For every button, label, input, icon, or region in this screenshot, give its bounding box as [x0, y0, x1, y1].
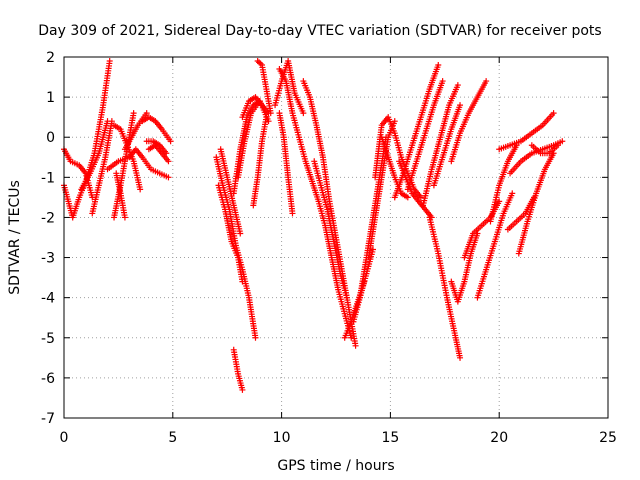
series-arc-16 [230, 346, 246, 393]
y-tick-label: -7 [41, 411, 55, 427]
data-point [352, 342, 359, 349]
series-arc-44 [515, 150, 557, 257]
data-point [435, 62, 442, 69]
y-axis-label: SDTVAR / TECUs [7, 180, 23, 295]
data-point [554, 142, 561, 149]
data-point [239, 386, 246, 393]
y-tick-label: -6 [41, 371, 55, 387]
y-tick-label: -3 [41, 251, 55, 267]
series-arc-47 [528, 142, 561, 157]
x-tick-label: 20 [490, 430, 508, 446]
data-point [108, 118, 115, 125]
data-point [457, 102, 464, 109]
data-point [483, 78, 490, 85]
series-arc-22 [272, 58, 307, 117]
y-tick-label: -4 [41, 291, 55, 307]
data-point [550, 110, 557, 117]
series-arc-12 [113, 170, 128, 221]
series-arc-09 [139, 114, 174, 145]
y-tick-label: -5 [41, 331, 55, 347]
series-arc-40 [448, 230, 481, 305]
x-tick-label: 10 [273, 430, 291, 446]
data-point [165, 158, 172, 165]
series-arc-36 [420, 82, 461, 209]
data-point [137, 186, 144, 193]
series-arc-23 [276, 110, 296, 217]
x-tick-label: 25 [599, 430, 617, 446]
data-point [457, 354, 464, 361]
data-point [106, 58, 113, 65]
data-point [513, 142, 520, 149]
data-point [165, 174, 172, 181]
data-points [61, 58, 566, 393]
data-point [121, 214, 128, 221]
y-tick-label: -1 [41, 170, 55, 186]
plot-frame [63, 56, 609, 419]
data-point [289, 210, 296, 217]
data-point [559, 138, 566, 145]
x-axis-label: GPS time / hours [277, 458, 394, 474]
series-arc-14 [215, 182, 246, 285]
series-arc-39 [426, 214, 464, 361]
data-point [404, 194, 411, 201]
series-arc-38 [448, 78, 490, 165]
series-arc-37 [430, 102, 464, 189]
data-point [343, 294, 350, 301]
series-arc-24 [276, 66, 355, 341]
series-arc-48 [487, 142, 520, 225]
y-tick-label: 1 [46, 90, 55, 106]
data-point [263, 114, 270, 121]
x-tick-label: 5 [168, 430, 177, 446]
series-arc-32 [378, 134, 411, 201]
data-point [167, 138, 174, 145]
data-point [417, 194, 424, 201]
series-arc-07 [104, 146, 172, 181]
data-point [143, 110, 150, 117]
data-point [300, 110, 307, 117]
y-tick-label: -2 [41, 210, 55, 226]
data-point [130, 110, 137, 117]
data-point [267, 110, 274, 117]
series-arc-21 [254, 58, 274, 117]
series-arc-11 [145, 142, 172, 165]
series-arc-04 [89, 118, 115, 217]
x-tick-label: 15 [381, 430, 399, 446]
series-arc-18 [235, 98, 272, 181]
data-point [509, 190, 516, 197]
data-point [496, 198, 503, 205]
data-point [239, 278, 246, 285]
series-arc-19 [239, 94, 272, 121]
data-point [439, 78, 446, 85]
y-tick-label: 2 [46, 50, 55, 66]
series-arc-34 [391, 62, 442, 201]
y-tick-label: 0 [46, 130, 55, 146]
series-arc-35 [404, 78, 446, 193]
x-tick-label: 0 [60, 430, 69, 446]
series-arc-15 [217, 146, 244, 237]
data-point [454, 82, 461, 89]
chart-title: Day 309 of 2021, Sidereal Day-to-day VTE… [38, 23, 601, 39]
series-arc-20 [250, 114, 270, 209]
series-arc-42 [474, 190, 516, 301]
data-point [252, 334, 259, 341]
data-point [237, 230, 244, 237]
series-arc-26 [311, 158, 350, 301]
